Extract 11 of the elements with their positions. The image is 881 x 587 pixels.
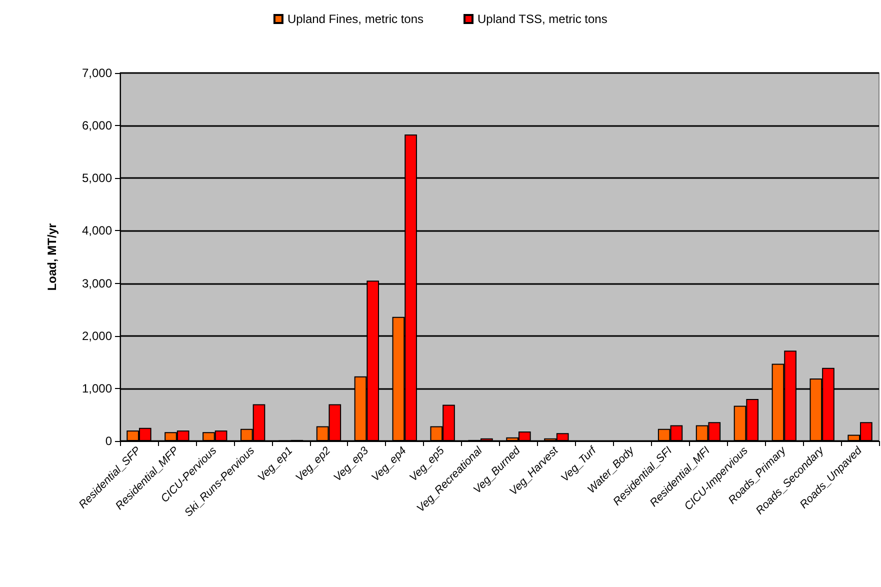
y-tick-label: 7,000	[82, 66, 112, 80]
legend-label: Upland TSS, metric tons	[478, 12, 608, 26]
y-tick-label: 2,000	[82, 328, 112, 343]
legend-label: Upland Fines, metric tons	[287, 12, 424, 26]
y-tick-label: 1,000	[82, 381, 112, 396]
y-tick-label: 4,000	[82, 224, 112, 238]
y-tick-label: 3,000	[82, 276, 112, 290]
y-axis-title: Load, MT/yr	[45, 223, 59, 291]
y-tick-label: 0	[105, 434, 112, 448]
y-tick-label: 5,000	[82, 171, 112, 186]
y-tick-label: 6,000	[82, 118, 112, 133]
